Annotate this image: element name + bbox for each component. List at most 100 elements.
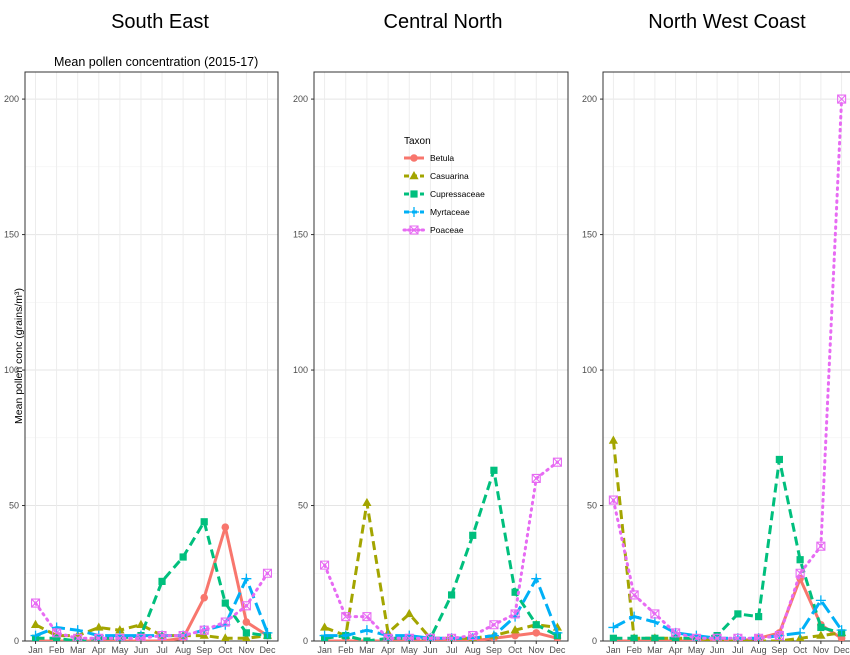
x-tick-label: Jul (446, 645, 458, 655)
legend: Taxon Betula Casuarina Cupressaceae Myrtacea… (402, 136, 485, 235)
x-tick-label: Apr (669, 645, 683, 655)
data-point-casuarina (220, 633, 230, 641)
data-point-poaceae (510, 609, 520, 619)
x-tick-label: Dec (259, 645, 276, 655)
series-group (30, 518, 273, 641)
data-point-poaceae (774, 631, 784, 641)
panel-border (24, 71, 279, 642)
panel-2: North West Coast 0 50 100 150 200 Jan Feb Mar Apr… (582, 11, 850, 655)
data-point-cupressaceae (630, 634, 638, 641)
data-point-poaceae (383, 633, 393, 641)
x-tick-label: Feb (626, 645, 642, 655)
data-point-cupressaceae (651, 634, 659, 641)
data-point-poaceae (404, 633, 414, 641)
y-tick-label: 100 (582, 365, 597, 375)
data-point-myrtaceae (629, 611, 640, 622)
data-point-myrtaceae (30, 630, 41, 641)
data-point-myrtaceae (815, 595, 826, 606)
legend-key-marker (409, 225, 419, 235)
x-tick-label: Aug (751, 645, 767, 655)
series-line-cupressaceae (613, 458, 842, 640)
y-tick-label: 50 (298, 501, 308, 511)
data-point-casuarina (362, 497, 372, 507)
data-point-cupressaceae (734, 610, 742, 618)
panel-1: Central North 0 50 100 150 200 Jan Feb Mar Apr May… (293, 11, 569, 655)
legend-key-marker (409, 171, 419, 180)
data-point-poaceae (608, 495, 618, 505)
legend-title: Taxon (404, 136, 431, 147)
data-point-myrtaceae (531, 573, 542, 584)
series-line-poaceae (611, 97, 844, 640)
data-point-poaceae (199, 625, 209, 635)
data-point-cupressaceae (242, 629, 250, 637)
y-tick-label: 150 (4, 230, 19, 240)
data-point-poaceae (447, 633, 457, 641)
data-point-poaceae (320, 560, 330, 570)
x-tick-label: Jun (710, 645, 725, 655)
data-point-poaceae (425, 633, 435, 641)
panel-title: South East (111, 11, 209, 33)
series-group (608, 94, 847, 641)
x-tick-label: Sep (196, 645, 212, 655)
data-point-cupressaceae (469, 531, 477, 539)
data-point-myrtaceae (488, 630, 499, 641)
data-point-myrtaceae (319, 630, 330, 641)
legend-label: Poaceae (430, 225, 464, 235)
series-group (319, 457, 563, 641)
data-point-myrtaceae (649, 617, 660, 628)
x-tick-label: Aug (465, 645, 481, 655)
x-tick-label: Dec (549, 645, 566, 655)
series-line-myrtaceae (34, 577, 269, 638)
legend-label: Casuarina (430, 171, 469, 181)
legend-label: Betula (430, 153, 454, 163)
data-point-poaceae (629, 590, 639, 600)
series-line-casuarina (324, 501, 558, 640)
data-point-cupressaceae (447, 591, 456, 599)
data-point-betula (242, 618, 251, 626)
y-tick-label: 0 (14, 636, 19, 646)
data-point-cupressaceae (532, 621, 540, 629)
data-point-poaceae (262, 568, 273, 578)
data-point-casuarina (94, 622, 104, 631)
y-tick-label: 0 (303, 636, 308, 646)
data-point-cupressaceae (179, 553, 187, 561)
data-point-poaceae (671, 628, 681, 638)
data-point-cupressaceae (53, 634, 61, 641)
data-point-cupressaceae (511, 588, 519, 596)
legend-key-marker (410, 154, 418, 162)
x-tick-label: Sep (771, 645, 787, 655)
data-point-poaceae (712, 633, 722, 641)
x-tick-label: Mar (70, 645, 86, 655)
x-tick-label: Sep (486, 645, 502, 655)
panel-title: North West Coast (648, 11, 806, 33)
series-line-casuarina (34, 623, 268, 640)
x-tick-label: May (111, 645, 129, 655)
x-tick-label: Nov (528, 645, 545, 655)
x-tick-label: Jan (606, 645, 621, 655)
data-point-myrtaceae (795, 627, 806, 638)
data-point-myrtaceae (361, 625, 372, 636)
data-point-poaceae (136, 633, 146, 641)
data-point-cupressaceae (796, 556, 804, 564)
panel-0: South East 0 50 100 150 200 Jan Feb Mar Apr May Jun… (4, 11, 279, 655)
data-point-casuarina (510, 625, 520, 634)
data-point-poaceae (341, 612, 351, 622)
x-tick-label: Nov (813, 645, 830, 655)
data-point-poaceae (816, 541, 826, 551)
data-point-poaceae (489, 620, 499, 630)
data-point-betula (200, 593, 209, 602)
data-point-myrtaceae (72, 625, 83, 636)
x-tick-label: Jun (423, 645, 438, 655)
x-tick-label: Apr (381, 645, 395, 655)
y-tick-label: 200 (293, 94, 308, 104)
data-point-betula (532, 629, 541, 637)
data-point-myrtaceae (262, 627, 273, 638)
data-point-poaceae (30, 598, 41, 608)
data-point-poaceae (691, 633, 701, 641)
data-point-poaceae (73, 633, 83, 641)
data-point-myrtaceae (552, 627, 563, 638)
legend-key-marker (409, 207, 419, 217)
y-tick-label: 150 (293, 230, 308, 240)
data-point-poaceae (52, 628, 62, 638)
data-point-myrtaceae (608, 622, 619, 633)
